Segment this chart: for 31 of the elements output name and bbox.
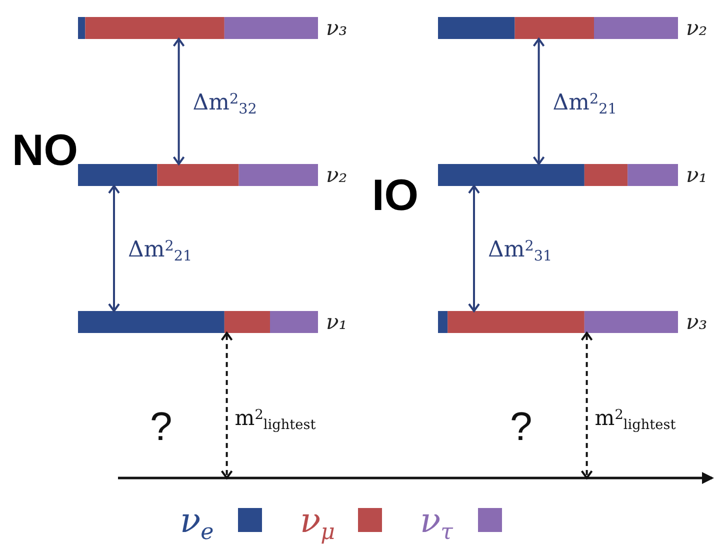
bar (78, 164, 158, 186)
y-tick-label: ν₃ (326, 16, 348, 40)
text: NO (12, 126, 78, 175)
bar (448, 311, 584, 333)
bar (78, 17, 86, 39)
y-tick-label: ν₁ (326, 310, 348, 334)
bar (438, 164, 584, 186)
text: ? (150, 405, 172, 449)
legend-label: ν$_{τ}$ (420, 501, 454, 545)
y-tick-label: ν₁ (686, 163, 708, 187)
bar (438, 311, 448, 333)
y-tick-label: ν₃ (686, 310, 708, 334)
bar (157, 164, 239, 186)
bar (238, 164, 318, 186)
bar (78, 311, 224, 333)
bar (514, 17, 594, 39)
bar (224, 17, 318, 39)
bar (85, 17, 224, 39)
bar (628, 164, 678, 186)
bar (594, 17, 678, 39)
text: ? (510, 405, 532, 449)
text: IO (372, 171, 418, 220)
bar (270, 311, 318, 333)
legend-label: ν$_{μ}$ (300, 501, 336, 545)
bar (438, 17, 515, 39)
legend-label: ν$_{e}$ (180, 501, 214, 545)
y-tick-label: ν₂ (326, 163, 348, 187)
bar (584, 164, 628, 186)
bar (224, 311, 270, 333)
bar (584, 311, 678, 333)
y-tick-label: ν₂ (686, 16, 708, 40)
